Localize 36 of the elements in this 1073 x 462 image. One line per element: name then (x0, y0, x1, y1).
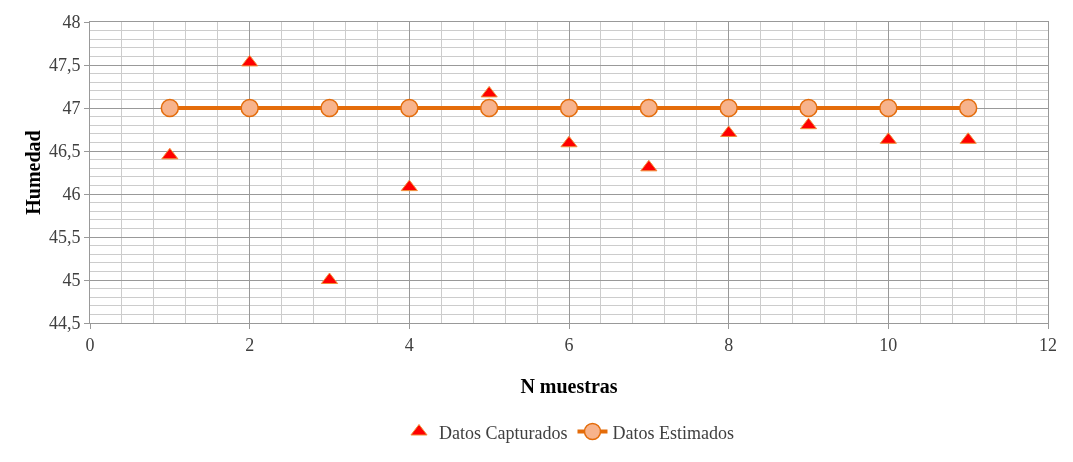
x-tick-label: 6 (564, 334, 574, 355)
point (479, 98, 499, 118)
y-tick-label: 47,5 (48, 55, 81, 76)
y-tick-label: 48 (62, 12, 81, 33)
point (559, 98, 579, 118)
point (560, 135, 578, 148)
y-tick-label: 45 (62, 270, 81, 291)
point (879, 98, 898, 118)
point (799, 98, 818, 118)
x-axis-title: N muestras (520, 375, 618, 397)
x-tick-label: 8 (724, 334, 734, 355)
point (719, 98, 738, 118)
legend-label: Datos Capturados (439, 422, 568, 443)
point (240, 98, 259, 118)
x-tick-label: 10 (879, 334, 898, 355)
point (400, 179, 418, 192)
point (320, 98, 339, 118)
point (400, 98, 419, 118)
y-tick-label: 47 (62, 98, 81, 119)
point (241, 54, 259, 67)
point (639, 98, 659, 118)
point (480, 85, 498, 98)
y-tick-label: 46 (62, 184, 81, 205)
x-tick-label: 2 (245, 334, 255, 355)
x-tick-label: 4 (404, 334, 414, 355)
y-tick-label: 44,5 (48, 313, 81, 334)
y-tick-label: 45,5 (48, 227, 81, 248)
y-tick-label: 46,5 (48, 141, 81, 162)
legend-label: Datos Estimados (612, 422, 734, 443)
point (160, 98, 180, 118)
y-axis-title: Humedad (22, 130, 44, 215)
x-tick-label: 12 (1039, 334, 1057, 355)
point (958, 98, 978, 118)
x-tick-label: 0 (85, 334, 95, 355)
point (640, 159, 658, 172)
point (161, 147, 179, 160)
